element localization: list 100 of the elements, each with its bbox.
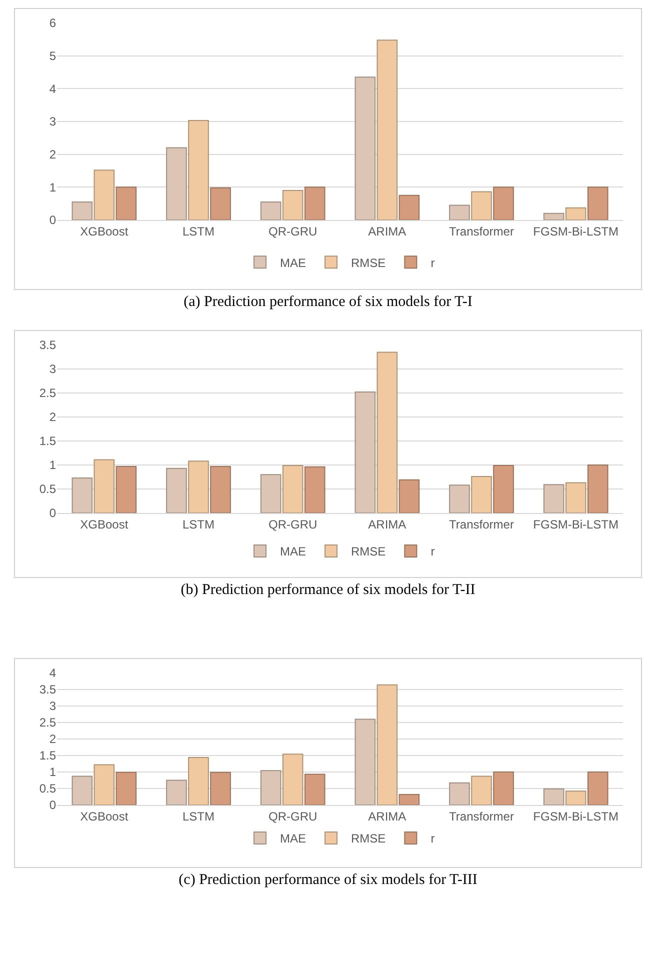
bar — [543, 788, 564, 805]
y-tick-label: 1 — [49, 765, 56, 780]
bar — [260, 474, 282, 513]
y-tick-label: 3 — [49, 362, 56, 376]
y-tick-label: 6 — [49, 16, 56, 30]
y-tick-label: 0 — [49, 506, 56, 520]
text: (c) Prediction performance of six models for T-III — [178, 872, 478, 889]
y-tick-label: 3.5 — [39, 338, 56, 352]
x-tick-label: ARIMA — [368, 517, 406, 532]
bar — [565, 482, 586, 513]
legend-label: RMSE — [351, 256, 386, 270]
bar — [210, 466, 231, 513]
bar — [565, 207, 586, 220]
bar — [116, 772, 137, 805]
bar — [94, 764, 115, 805]
y-tick-label: 1.5 — [39, 748, 56, 763]
x-tick-label: QR-GRU — [268, 517, 318, 532]
bar — [94, 459, 115, 513]
x-tick-label: XGBoost — [80, 809, 129, 824]
bar — [210, 187, 231, 220]
bar — [166, 468, 187, 513]
x-tick-label: FGSM-Bi-LSTM — [533, 809, 618, 824]
y-tick-label: 2 — [49, 410, 56, 424]
text: (b) Prediction performance of six models for T-II — [180, 582, 476, 599]
legend-label: r — [430, 832, 435, 846]
x-tick-label: LSTM — [182, 224, 215, 238]
bar — [282, 754, 304, 805]
bar — [354, 76, 376, 220]
y-tick-label: 1.5 — [39, 434, 56, 448]
bar — [471, 191, 492, 220]
bar — [72, 201, 93, 220]
bar — [304, 774, 326, 805]
bar — [543, 212, 564, 220]
bar — [282, 464, 304, 513]
text: (a) Prediction performance of six models for T-I — [182, 294, 474, 311]
bar — [398, 479, 420, 513]
bar — [166, 147, 187, 220]
bar — [471, 776, 492, 805]
y-tick-label: 0 — [49, 798, 56, 812]
bar — [282, 190, 304, 220]
y-tick-label: 2.5 — [39, 386, 56, 400]
bar — [493, 186, 514, 220]
x-tick-label: LSTM — [182, 809, 215, 824]
x-tick-label: Transformer — [449, 809, 514, 824]
bar — [188, 756, 209, 805]
bar — [188, 460, 209, 513]
x-tick-label: Transformer — [449, 224, 514, 238]
x-tick-label: QR-GRU — [268, 809, 318, 824]
bar — [376, 684, 398, 805]
bar — [587, 772, 608, 805]
legend-label: MAE — [280, 832, 306, 846]
x-tick-label: Transformer — [449, 517, 514, 532]
y-tick-label: 2 — [49, 148, 56, 162]
legend-label: RMSE — [351, 832, 386, 846]
bar — [260, 201, 282, 220]
bar — [565, 790, 586, 805]
bar — [587, 186, 608, 220]
y-tick-label: 1 — [49, 180, 56, 194]
bar — [116, 466, 137, 513]
x-tick-label: FGSM-Bi-LSTM — [533, 224, 618, 238]
legend-label: MAE — [280, 544, 306, 559]
bar — [94, 170, 115, 220]
bar — [116, 186, 137, 220]
bar — [376, 40, 398, 220]
bar — [72, 477, 93, 513]
bar — [493, 464, 514, 513]
y-tick-label: 1 — [49, 458, 56, 472]
y-tick-label: 3.5 — [39, 682, 56, 697]
x-tick-label: XGBoost — [80, 224, 129, 238]
bar — [376, 352, 398, 513]
x-tick-label: ARIMA — [368, 809, 406, 824]
bar — [587, 464, 608, 513]
bar — [354, 392, 376, 513]
bar — [449, 204, 470, 220]
y-tick-label: 0.5 — [39, 782, 56, 796]
y-tick-label: 2 — [49, 732, 56, 746]
legend-label: r — [430, 256, 435, 270]
x-tick-label: ARIMA — [368, 224, 406, 238]
bar — [260, 770, 282, 805]
bar — [398, 194, 420, 220]
bar — [188, 120, 209, 220]
bar — [72, 776, 93, 805]
x-tick-label: LSTM — [182, 517, 215, 532]
x-tick-label: XGBoost — [80, 517, 129, 532]
bar — [398, 794, 420, 805]
y-tick-label: 3 — [49, 699, 56, 714]
bar — [304, 466, 326, 513]
bar — [166, 780, 187, 805]
y-tick-label: 4 — [49, 666, 56, 680]
bar — [449, 782, 470, 805]
x-tick-label: FGSM-Bi-LSTM — [533, 517, 618, 532]
legend-label: MAE — [280, 256, 306, 270]
y-tick-label: 5 — [49, 49, 56, 64]
legend-label: r — [430, 544, 435, 559]
bar — [210, 772, 231, 805]
bar — [493, 772, 514, 805]
bar — [354, 718, 376, 805]
y-tick-label: 0 — [49, 213, 56, 228]
y-tick-label: 4 — [49, 82, 56, 96]
y-tick-label: 2.5 — [39, 716, 56, 730]
